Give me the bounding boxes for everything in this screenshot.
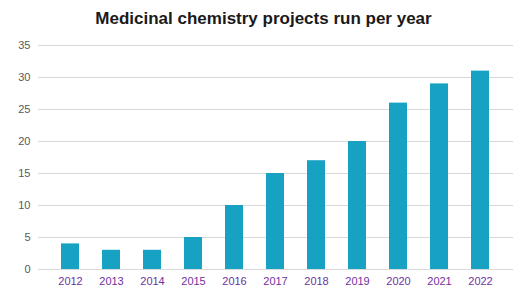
- svg-text:5: 5: [24, 231, 30, 243]
- svg-text:2018: 2018: [304, 275, 328, 287]
- svg-text:2021: 2021: [427, 275, 451, 287]
- svg-text:35: 35: [18, 39, 30, 51]
- svg-text:2015: 2015: [181, 275, 205, 287]
- svg-text:2016: 2016: [222, 275, 246, 287]
- svg-text:2020: 2020: [386, 275, 410, 287]
- svg-text:2022: 2022: [468, 275, 492, 287]
- svg-text:2019: 2019: [345, 275, 369, 287]
- svg-text:2013: 2013: [99, 275, 123, 287]
- svg-text:2012: 2012: [58, 275, 82, 287]
- svg-text:15: 15: [18, 167, 30, 179]
- svg-text:25: 25: [18, 103, 30, 115]
- svg-text:20: 20: [18, 135, 30, 147]
- svg-text:2017: 2017: [263, 275, 287, 287]
- html-text:Medicinal chemistry projects r: Medicinal chemistry projects run per yea…: [95, 9, 432, 28]
- svg-text:30: 30: [18, 71, 30, 83]
- svg-text:2014: 2014: [140, 275, 164, 287]
- svg-text:0: 0: [24, 263, 30, 275]
- svg-text:10: 10: [18, 199, 30, 211]
